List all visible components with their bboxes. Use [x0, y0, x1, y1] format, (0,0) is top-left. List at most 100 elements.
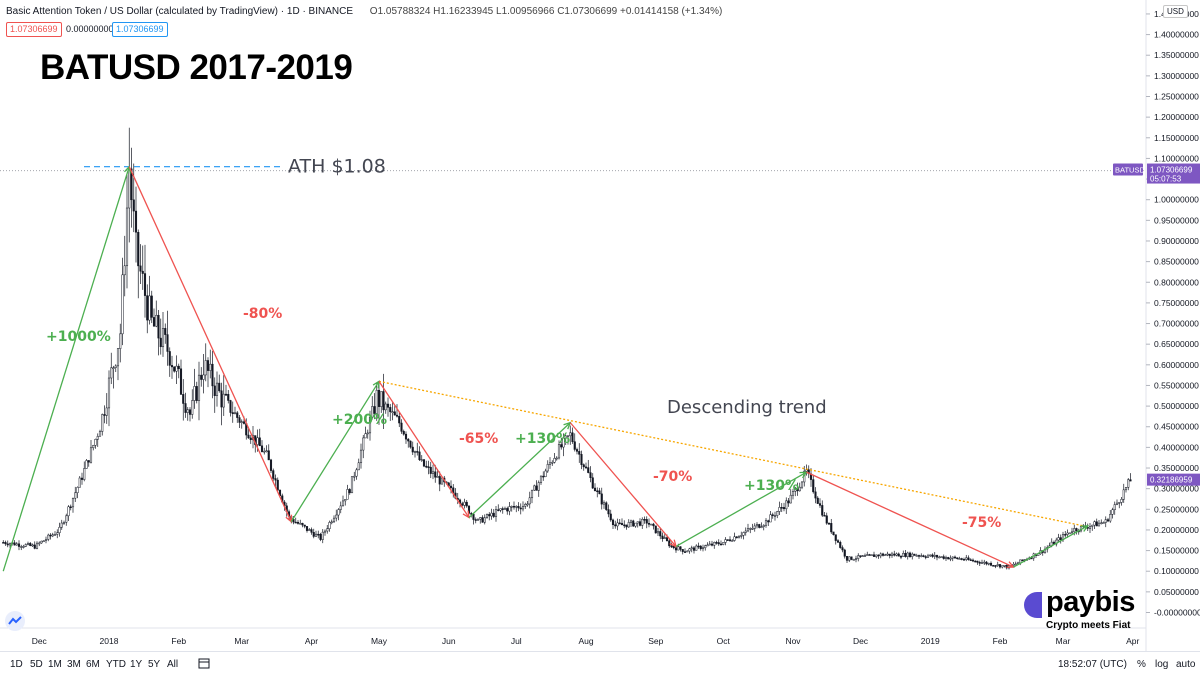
candle-body [355, 469, 358, 477]
candle-body [1127, 479, 1130, 488]
symbol-title[interactable]: Basic Attention Token / US Dollar (calcu… [6, 6, 354, 17]
move-line [675, 471, 807, 548]
candle-body [386, 403, 390, 408]
candle-body [861, 555, 864, 557]
y-tick-label: 0.75000000 [1154, 298, 1199, 308]
candle-body [632, 520, 635, 527]
price-chart[interactable]: ATH $1.08 Descending trend +1000% -80% +200%… [0, 0, 1200, 651]
range-5d[interactable]: 5D [30, 659, 43, 670]
candle-body [191, 400, 194, 415]
candle-body [996, 564, 999, 566]
candle-body [841, 547, 844, 551]
candle-body [771, 514, 774, 516]
range-1y[interactable]: 1Y [130, 659, 143, 670]
candle-body [218, 382, 221, 392]
candle-body [312, 532, 315, 537]
candle-body [737, 536, 741, 539]
candle-body [92, 445, 95, 449]
y-tick-label: 0.85000000 [1154, 257, 1199, 267]
candle-body [301, 522, 304, 526]
candle-body [134, 210, 138, 233]
candle-body [670, 545, 673, 548]
candle-body [175, 365, 178, 372]
candle-body [332, 517, 336, 523]
range-3m[interactable]: 3M [67, 659, 81, 670]
candle-body [533, 485, 536, 491]
trend-label: Descending trend [667, 397, 827, 418]
goto-date-icon[interactable] [198, 657, 210, 672]
candle-body [780, 507, 783, 509]
y-tick-label: 0.25000000 [1154, 504, 1199, 514]
candle-body [47, 534, 50, 540]
candle-body [672, 545, 675, 549]
candle-body [422, 459, 426, 467]
currency-badge[interactable]: USD [1163, 5, 1188, 18]
candle-body [294, 521, 297, 524]
candle-body [852, 559, 855, 561]
buy-price-box[interactable]: 1.07306699 [112, 22, 168, 37]
range-all[interactable]: All [167, 659, 179, 670]
candle-body [692, 547, 696, 551]
range-1m[interactable]: 1M [48, 659, 62, 670]
last-price-tag-bg [1147, 473, 1200, 486]
candle-body [1093, 521, 1096, 526]
percent-toggle[interactable]: % [1137, 659, 1146, 670]
candle-body [184, 403, 187, 413]
candle-body [890, 553, 894, 556]
candle-body [200, 374, 203, 380]
range-1d[interactable]: 1D [10, 659, 23, 670]
candle-body [965, 557, 968, 560]
candle-body [125, 207, 129, 267]
candle-body [89, 447, 93, 463]
candle-body [530, 489, 534, 499]
x-tick-label: Dec [853, 636, 869, 646]
range-5y[interactable]: 5Y [148, 659, 161, 670]
move-label: -80% [243, 306, 282, 322]
candle-body [22, 546, 25, 548]
range-ytd[interactable]: YTD [106, 659, 126, 670]
candle-body [526, 503, 529, 506]
candle-body [569, 432, 572, 437]
auto-toggle[interactable]: auto [1176, 659, 1196, 670]
candle-body [170, 365, 174, 368]
candle-body [994, 565, 997, 567]
clock-time[interactable]: 18:52:07 (UTC) [1058, 659, 1127, 670]
candle-body [1066, 532, 1069, 535]
tradingview-logo-icon[interactable] [5, 611, 25, 631]
candle-body [992, 565, 995, 567]
y-tick-label: 0.05000000 [1154, 587, 1199, 597]
candle-body [143, 273, 147, 296]
candle-body [242, 421, 246, 424]
x-tick-label: 2018 [100, 636, 119, 646]
move-label: -65% [459, 431, 498, 447]
y-tick-label: 1.35000000 [1154, 50, 1199, 60]
candle-body [515, 506, 518, 508]
candle-body [182, 394, 185, 404]
log-toggle[interactable]: log [1155, 659, 1169, 670]
candle-body [938, 556, 941, 559]
candle-body [395, 414, 399, 417]
y-tick-label: 0.20000000 [1154, 525, 1199, 535]
range-6m[interactable]: 6M [86, 659, 100, 670]
candle-body [645, 519, 648, 524]
candle-body [690, 547, 693, 550]
candle-body [328, 522, 331, 529]
y-tick-label: 0.50000000 [1154, 401, 1199, 411]
candle-body [407, 438, 410, 442]
candle-body [1106, 519, 1110, 522]
candle-body [150, 295, 153, 318]
x-tick-label: Apr [1126, 636, 1139, 646]
candle-body [881, 553, 885, 556]
candle-body [877, 554, 880, 557]
candle-body [389, 407, 392, 413]
candle-body [411, 446, 414, 453]
sell-price-box[interactable]: 1.07306699 [6, 22, 62, 37]
candle-body [330, 521, 333, 524]
candle-body [641, 518, 644, 526]
candle-body [677, 546, 680, 551]
move-line [378, 380, 470, 518]
symbol-tag: BATUSD [1115, 166, 1145, 175]
move-line [569, 422, 677, 547]
candle-body [1070, 531, 1074, 534]
candle-body [350, 476, 354, 494]
